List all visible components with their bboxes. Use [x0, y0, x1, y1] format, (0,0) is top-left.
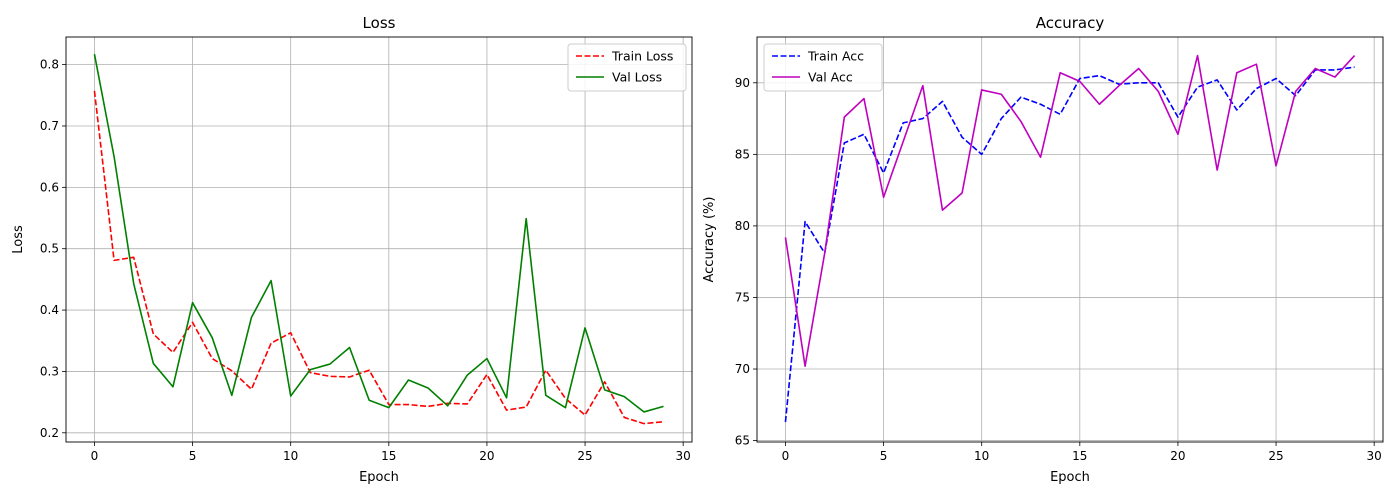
y-axis-label: Loss [11, 225, 26, 254]
x-tick-label: 25 [577, 449, 592, 463]
y-tick-label: 80 [735, 219, 750, 233]
y-tick-label: 70 [735, 362, 750, 376]
x-tick-label: 10 [283, 449, 298, 463]
series-line-val-loss [93, 54, 664, 413]
x-tick-label: 20 [479, 449, 494, 463]
y-tick-label: 0.7 [40, 119, 59, 133]
x-axis-label: Epoch [1050, 470, 1090, 485]
legend-label: Val Acc [808, 70, 853, 85]
x-tick-label: 0 [91, 449, 99, 463]
x-tick-label: 0 [782, 449, 790, 463]
chart-loss: 0 5 10 15 20 25 30 0.2 0.3 0.4 0.5 0.6 0.7 0.8 Loss Epo… [11, 14, 693, 485]
y-tick-label: 75 [735, 290, 750, 304]
legend-label: Train Acc [807, 49, 864, 64]
y-tick-label: 0.5 [40, 242, 59, 256]
chart-title: Accuracy [1036, 14, 1105, 32]
y-tick-label: 65 [735, 434, 750, 448]
x-axis-label: Epoch [359, 470, 399, 485]
x-tick-label: 20 [1170, 449, 1185, 463]
legend-label: Train Loss [611, 49, 673, 64]
y-tick-label: 0.8 [40, 58, 59, 72]
y-tick-label: 0.6 [40, 180, 59, 194]
series-line-val-acc [784, 54, 1356, 367]
y-tick-label: 85 [735, 147, 750, 161]
x-tick-label: 10 [974, 449, 989, 463]
x-tick-label: 15 [381, 449, 396, 463]
x-tick-label: 25 [1268, 449, 1283, 463]
plot-frame [65, 36, 693, 443]
x-tick-label: 15 [1072, 449, 1087, 463]
x-tick-label: 5 [189, 449, 197, 463]
x-tick-label: 30 [676, 449, 691, 463]
legend: Train Loss Val Loss [567, 43, 687, 92]
y-tick-label: 0.3 [40, 364, 59, 378]
x-tick-label: 5 [880, 449, 888, 463]
plot-frame [756, 36, 1384, 443]
series-line-train-acc [784, 66, 1355, 423]
y-tick-label: 0.4 [40, 303, 59, 317]
series-line-train-loss [93, 90, 664, 425]
y-tick-label: 90 [735, 76, 750, 90]
chart-title: Loss [363, 14, 396, 32]
y-axis-label: Accuracy (%) [702, 197, 717, 283]
y-tick-label: 0.2 [40, 426, 59, 440]
legend-label: Val Loss [612, 70, 662, 85]
chart-accuracy: 0 5 10 15 20 25 30 65 70 75 80 85 90 Accuracy Epoch Acc… [702, 14, 1384, 485]
x-tick-label: 30 [1367, 449, 1382, 463]
legend: Train Acc Val Acc [763, 43, 883, 92]
